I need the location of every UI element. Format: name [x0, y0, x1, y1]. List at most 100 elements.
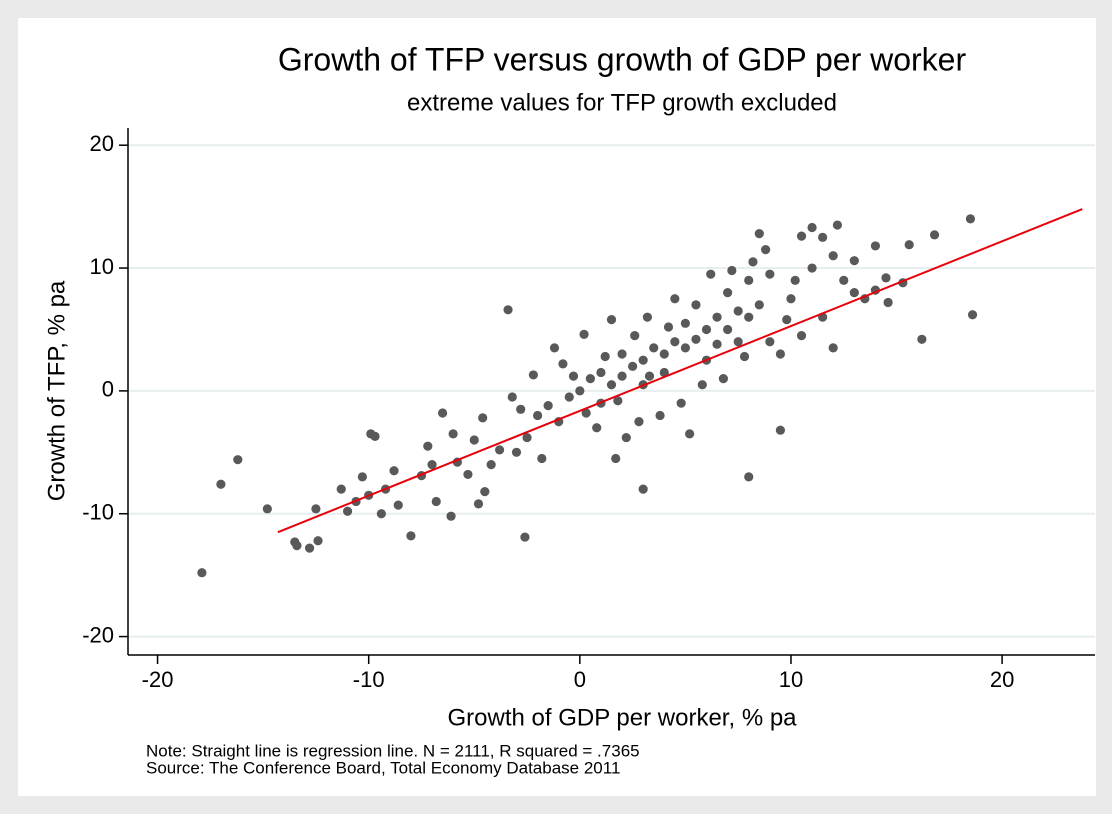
- chart-subtitle: extreme values for TFP growth excluded: [407, 89, 837, 116]
- point: [904, 240, 914, 250]
- point: [685, 429, 695, 439]
- x-tick-label: 20: [990, 667, 1014, 692]
- point: [376, 509, 386, 519]
- point: [670, 294, 680, 304]
- x-tick-label: 0: [574, 667, 586, 692]
- point: [828, 343, 838, 353]
- point: [537, 453, 547, 464]
- point: [564, 392, 574, 402]
- point: [463, 469, 473, 480]
- point: [712, 339, 722, 349]
- point: [883, 297, 893, 308]
- point: [744, 312, 754, 322]
- point: [659, 367, 669, 378]
- point: [549, 343, 560, 353]
- y-tick-label: -20: [82, 622, 114, 647]
- point: [606, 315, 617, 325]
- point: [701, 324, 712, 335]
- point: [691, 300, 701, 310]
- x-tick-label: -20: [142, 667, 174, 692]
- point: [680, 343, 690, 353]
- point: [446, 511, 456, 521]
- point: [659, 349, 669, 359]
- point: [733, 337, 743, 347]
- point: [630, 331, 640, 341]
- point: [486, 459, 496, 470]
- point: [431, 496, 441, 507]
- point: [727, 265, 737, 276]
- point: [718, 374, 729, 384]
- point: [596, 367, 606, 378]
- point: [706, 269, 716, 279]
- point: [644, 371, 655, 381]
- point: [370, 431, 380, 441]
- point: [638, 355, 648, 365]
- point: [754, 229, 764, 239]
- point: [494, 445, 505, 455]
- point: [967, 310, 978, 320]
- point: [870, 241, 881, 251]
- point: [473, 499, 484, 509]
- point: [336, 484, 346, 494]
- point: [543, 401, 553, 411]
- point: [478, 413, 488, 423]
- point: [691, 334, 701, 344]
- point: [389, 466, 399, 476]
- point: [744, 472, 754, 482]
- point: [520, 532, 530, 542]
- x-tick-label: 10: [779, 667, 803, 692]
- point: [233, 455, 243, 465]
- point: [839, 275, 849, 285]
- point: [849, 288, 859, 298]
- point: [917, 334, 927, 344]
- point: [262, 504, 272, 514]
- point: [292, 541, 302, 551]
- point: [216, 479, 226, 489]
- note: Note: Straight line is regression line. …: [146, 741, 640, 760]
- point: [197, 568, 207, 578]
- point: [480, 487, 490, 497]
- point: [423, 441, 433, 451]
- x-tick-label: -10: [353, 667, 385, 692]
- point: [469, 435, 479, 445]
- point: [929, 230, 940, 240]
- inner-background: [18, 18, 1096, 796]
- point: [775, 425, 786, 435]
- point: [818, 232, 828, 242]
- point: [733, 306, 743, 316]
- point: [739, 351, 750, 362]
- point: [642, 312, 652, 322]
- point: [437, 408, 448, 418]
- point: [427, 459, 437, 470]
- point: [881, 273, 891, 283]
- point: [613, 396, 623, 406]
- point: [790, 275, 800, 285]
- y-tick-label: 20: [90, 131, 114, 156]
- point: [754, 300, 764, 310]
- point: [507, 392, 517, 402]
- point: [357, 472, 367, 482]
- y-tick-label: 0: [102, 377, 114, 402]
- point: [600, 351, 610, 362]
- point: [634, 416, 644, 427]
- regression-line: [277, 208, 1083, 534]
- point: [765, 269, 775, 279]
- point: [761, 245, 771, 255]
- point: [676, 398, 686, 408]
- point: [533, 410, 543, 421]
- chart-title: Growth of TFP versus growth of GDP per w…: [278, 41, 967, 77]
- point: [617, 349, 627, 359]
- point: [592, 423, 602, 433]
- point: [828, 251, 838, 261]
- point: [611, 453, 621, 464]
- point: [568, 371, 579, 381]
- x-axis-label: Growth of GDP per worker, % pa: [447, 704, 797, 731]
- point: [649, 343, 659, 353]
- point: [712, 312, 722, 322]
- point: [663, 322, 674, 332]
- point: [511, 447, 522, 457]
- point: [575, 386, 585, 396]
- point: [697, 380, 707, 390]
- point: [638, 484, 648, 494]
- point: [579, 329, 589, 339]
